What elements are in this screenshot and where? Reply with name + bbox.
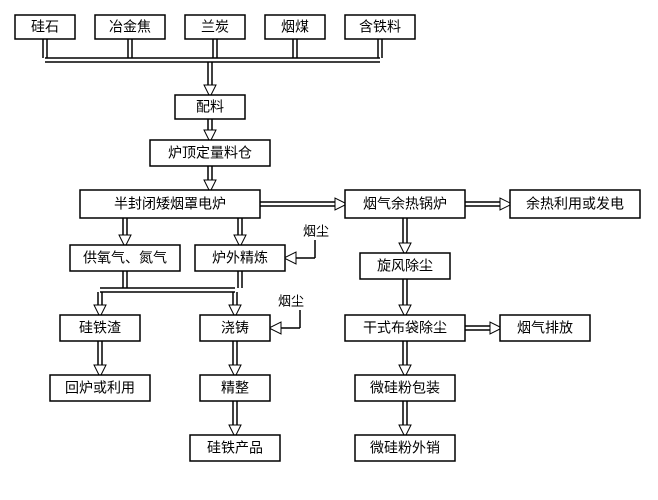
node-label-fin: 精整 bbox=[221, 380, 249, 396]
node-label-ref: 炉外精炼 bbox=[212, 250, 268, 266]
node-label-heat: 余热利用或发电 bbox=[526, 196, 624, 212]
node-label-in3: 兰炭 bbox=[201, 19, 229, 35]
node-label-reuse: 回炉或利用 bbox=[65, 380, 135, 396]
node-label-prod: 硅铁产品 bbox=[207, 440, 263, 456]
node-label-in1: 硅石 bbox=[31, 19, 59, 35]
node-label-bin: 炉顶定量料仓 bbox=[168, 145, 252, 161]
node-label-mix: 配料 bbox=[196, 99, 224, 115]
flowchart-canvas: 硅石 冶金焦 兰炭 烟煤 含铁料配料炉顶定量料仓半封闭矮烟罩电炉供氧气、氮气 炉外精炼硅铁… bbox=[0, 0, 658, 500]
edge-label-dust1: 烟尘 bbox=[303, 223, 329, 238]
node-label-boil: 烟气余热锅炉 bbox=[363, 196, 447, 212]
node-label-furn: 半封闭矮烟罩电炉 bbox=[114, 196, 226, 212]
node-label-slag: 硅铁渣 bbox=[79, 320, 121, 336]
edge-label-dust2: 烟尘 bbox=[278, 293, 304, 308]
node-label-cyc: 旋风除尘 bbox=[377, 258, 433, 274]
node-label-pack: 微硅粉包装 bbox=[370, 380, 440, 396]
node-label-cast: 浇铸 bbox=[221, 320, 249, 336]
node-label-bag: 干式布袋除尘 bbox=[363, 320, 447, 336]
node-label-emit: 烟气排放 bbox=[517, 320, 573, 336]
node-label-in2: 冶金焦 bbox=[109, 19, 151, 35]
node-label-in4: 烟煤 bbox=[281, 19, 309, 35]
node-label-ox: 供氧气、氮气 bbox=[83, 250, 167, 266]
node-label-in5: 含铁料 bbox=[359, 19, 401, 35]
node-label-sell: 微硅粉外销 bbox=[370, 440, 440, 456]
